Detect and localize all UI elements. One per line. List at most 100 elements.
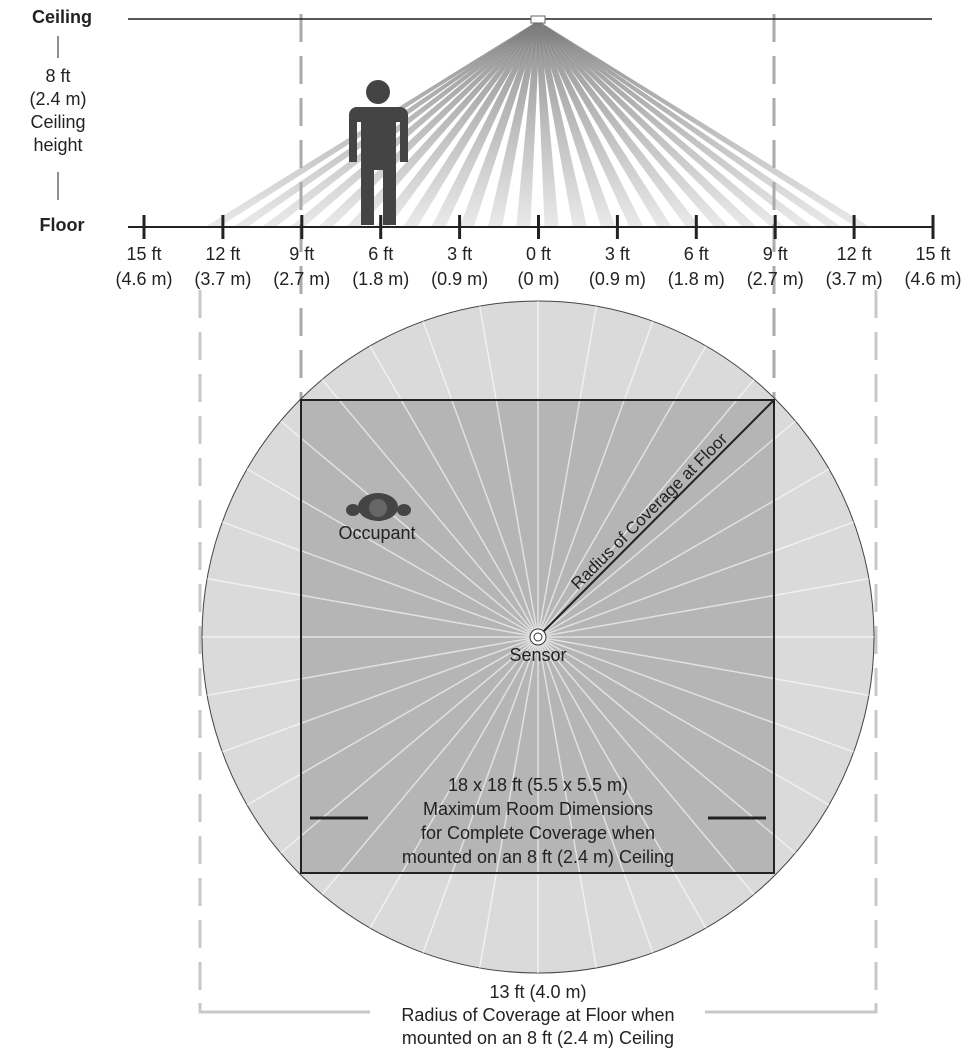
tick-label: 6 ft [684,244,709,264]
coverage-caption: mounted on an 8 ft (2.4 m) Ceiling [402,1028,674,1048]
fan-beam [536,22,672,227]
fan-beam [536,22,616,227]
tick-label: (3.7 m) [194,269,251,289]
ray [537,379,845,638]
tick-label: (0 m) [518,269,560,289]
tick-label: 3 ft [447,244,472,264]
tick-label: (0.9 m) [431,269,488,289]
room-caption: mounted on an 8 ft (2.4 m) Ceiling [402,847,674,867]
fan-beam [536,22,757,227]
sensor-label: Sensor [509,645,566,665]
ray [400,636,539,973]
fan-beam [374,22,540,227]
fan-beam [536,22,842,227]
ray [337,636,539,973]
fan-beam [536,22,559,227]
height-ft: 8 ft [45,66,70,86]
room-caption: 18 x 18 ft (5.5 x 5.5 m) [448,775,628,795]
room-outline [300,399,775,874]
fan-beam [536,22,701,227]
fan-beam [403,22,540,227]
ray [537,301,676,638]
fan-beam [487,22,540,227]
fan-beam [536,22,644,227]
tick-label: 0 ft [526,244,551,264]
tick-label: 6 ft [368,244,393,264]
ray [467,636,539,973]
ray [337,301,539,638]
tick-label: (2.7 m) [273,269,330,289]
tick-label: 12 ft [205,244,240,264]
ray [231,636,539,895]
fan-beam [536,22,786,227]
ray [537,636,676,973]
fan-beam [536,22,814,227]
ray [537,330,796,638]
ray [280,636,539,944]
sensor [529,628,547,646]
height-label: Ceiling [30,112,85,132]
tick-label: (0.9 m) [589,269,646,289]
ceiling-label: Ceiling [32,7,92,27]
ray [537,636,874,775]
fan-beam [536,22,729,227]
coverage-bracket [198,1003,878,1014]
fan-beam [431,22,540,227]
ray [537,301,739,638]
guides [299,14,776,400]
fan-beam [536,22,870,227]
rays [202,301,874,973]
fan-beam [516,22,540,227]
ray [467,301,539,638]
ray [537,636,874,838]
ray [202,636,539,838]
coverage-guides [198,290,878,1005]
occupant-label: Occupant [338,523,415,543]
ray [537,636,874,708]
tick-label: 9 ft [763,244,788,264]
radius-line [537,399,775,638]
ray [400,301,539,638]
occupant-head [369,499,387,517]
tick-label: (1.8 m) [352,269,409,289]
ray [202,636,539,775]
ray [202,636,539,708]
ray [202,436,539,638]
ray [537,636,609,973]
coverage-caption: 13 ft (4.0 m) [489,982,586,1002]
ray [537,636,796,944]
person [348,80,408,225]
room-caption: for Complete Coverage when [421,823,655,843]
room-caption: Maximum Room Dimensions [423,799,653,819]
sensor [533,632,543,642]
ray [202,566,539,638]
tick-label: 9 ft [289,244,314,264]
coverage-caption: Radius of Coverage at Floor when [401,1005,674,1025]
sensor-mount [530,15,546,24]
fan-beam [536,22,588,227]
ray [537,636,845,895]
ray [537,499,874,638]
floor-label: Floor [40,215,85,235]
tick-label: 15 ft [126,244,161,264]
detection-fan [205,22,870,227]
ray [537,566,874,638]
tick-label: (4.6 m) [904,269,961,289]
ray [537,636,739,973]
fan-beam [459,22,540,227]
tick-label: (4.6 m) [115,269,172,289]
tick-label: (3.7 m) [826,269,883,289]
ray [280,330,539,638]
ray [202,499,539,638]
tick-label: 12 ft [837,244,872,264]
tick-label: (1.8 m) [668,269,725,289]
height-m: (2.4 m) [29,89,86,109]
ray [537,301,609,638]
height-label: height [33,135,82,155]
tick-label: 3 ft [605,244,630,264]
ray [537,436,874,638]
fan-beam [289,22,540,227]
tick-label: (2.7 m) [747,269,804,289]
tick-label: 15 ft [915,244,950,264]
